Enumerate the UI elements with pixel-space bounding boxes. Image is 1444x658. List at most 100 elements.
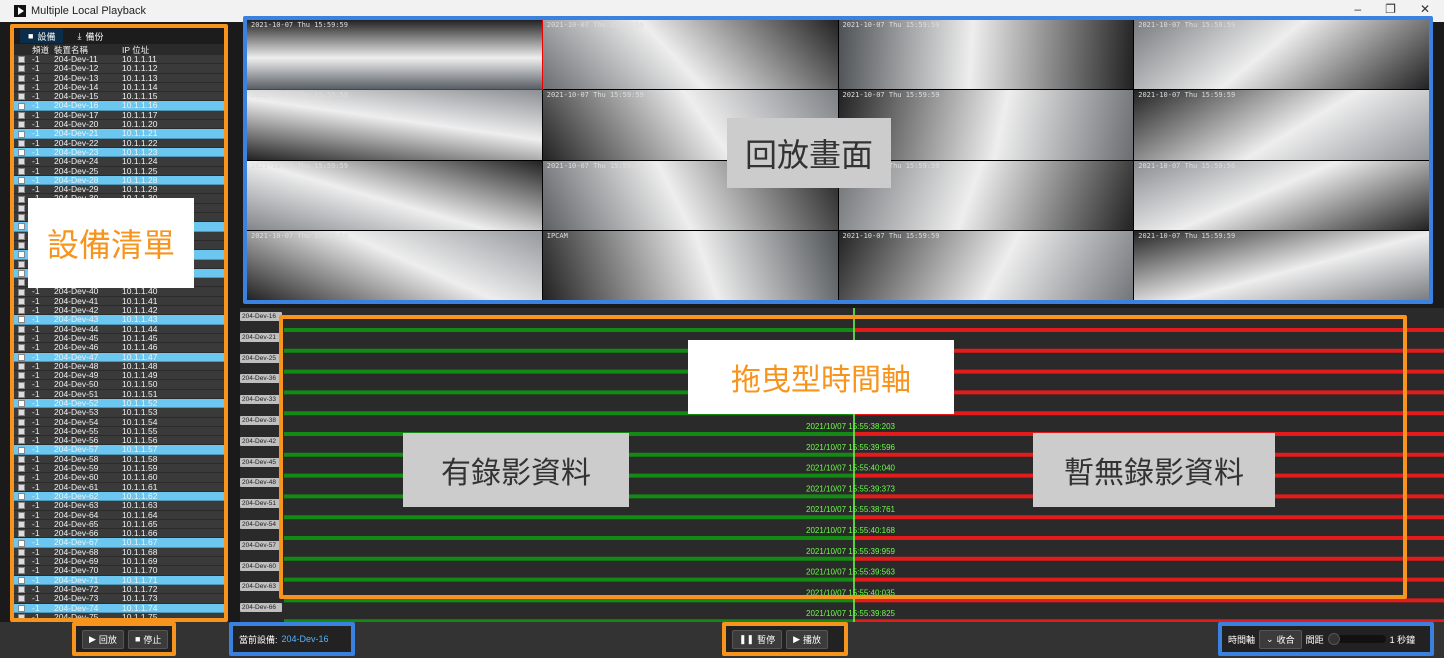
device-checkbox[interactable]: [18, 158, 25, 166]
device-row[interactable]: -1 204-Dev-66 10.1.1.66: [14, 528, 224, 539]
device-row[interactable]: -1 204-Dev-15 10.1.1.15: [14, 91, 224, 102]
device-row[interactable]: -1 204-Dev-56 10.1.1.56: [14, 435, 224, 446]
playback-video-area[interactable]: 2021-10-07 Thu 15:59:59 2021-10-07 Thu 15…: [243, 16, 1433, 304]
device-row[interactable]: -1 204-Dev-23 10.1.1.23: [14, 147, 224, 158]
device-checkbox[interactable]: [18, 167, 25, 175]
device-checkbox[interactable]: [18, 539, 25, 547]
device-row[interactable]: -1 204-Dev-71 10.1.1.71: [14, 575, 224, 585]
device-checkbox[interactable]: [18, 530, 25, 538]
device-checkbox[interactable]: [18, 428, 25, 436]
pause-button[interactable]: ❚❚ 暫停: [732, 629, 783, 649]
stop-button[interactable]: ■ 停止: [127, 629, 169, 649]
video-cell[interactable]: 2021-10-07 Thu 15:59:59: [247, 20, 543, 91]
device-row[interactable]: -1 204-Dev-54 10.1.1.54: [14, 417, 224, 427]
device-checkbox[interactable]: [18, 186, 25, 194]
device-row[interactable]: -1 204-Dev-64 10.1.1.64: [14, 510, 224, 520]
device-row[interactable]: -1 204-Dev-14 10.1.1.14: [14, 82, 224, 93]
timeline-device-tag[interactable]: 204-Dev-42: [240, 436, 282, 446]
maximize-button[interactable]: ❐: [1385, 2, 1396, 16]
device-checkbox[interactable]: [18, 335, 25, 343]
video-cell[interactable]: 2021-10-07 Thu 15:59:56: [1134, 160, 1429, 230]
device-row[interactable]: -1 204-Dev-74 10.1.1.74: [14, 603, 224, 613]
device-checkbox[interactable]: [18, 195, 25, 203]
video-cell[interactable]: IPCAM: [542, 230, 838, 300]
video-cell[interactable]: 2021-10-07 Thu 15:59:59: [542, 20, 838, 90]
device-row[interactable]: -1 204-Dev-68 10.1.1.68: [14, 547, 224, 558]
device-checkbox[interactable]: [18, 204, 25, 212]
device-row[interactable]: -1 204-Dev-50 10.1.1.50: [14, 380, 224, 390]
device-checkbox[interactable]: [18, 558, 25, 566]
device-checkbox[interactable]: [18, 56, 25, 64]
device-checkbox[interactable]: [18, 130, 25, 138]
device-checkbox[interactable]: [18, 242, 25, 250]
device-row[interactable]: -1 204-Dev-63 10.1.1.63: [14, 500, 224, 511]
device-checkbox[interactable]: [18, 269, 25, 277]
device-checkbox[interactable]: [18, 418, 25, 426]
device-checkbox[interactable]: [18, 177, 25, 184]
device-row[interactable]: -1 204-Dev-41 10.1.1.41: [14, 296, 224, 307]
device-row[interactable]: -1 204-Dev-42 10.1.1.42: [14, 305, 224, 316]
device-checkbox[interactable]: [18, 111, 25, 119]
device-checkbox[interactable]: [18, 604, 25, 612]
minimize-button[interactable]: –: [1354, 2, 1362, 16]
timeline-device-tag[interactable]: 204-Dev-54: [240, 520, 282, 529]
device-row[interactable]: -1 204-Dev-61 10.1.1.61: [14, 482, 224, 492]
video-cell[interactable]: 2021-10-07 Thu 15:59:59: [838, 20, 1134, 90]
video-cell[interactable]: 2021-10-07 Thu 15:59:59: [1134, 230, 1429, 300]
device-checkbox[interactable]: [18, 279, 25, 287]
device-checkbox[interactable]: [18, 149, 25, 157]
tab-devices[interactable]: ■ 設備: [20, 29, 64, 43]
device-row[interactable]: -1 204-Dev-13 10.1.1.13: [14, 73, 224, 83]
device-row[interactable]: -1 204-Dev-69 10.1.1.69: [14, 556, 224, 567]
device-checkbox[interactable]: [18, 325, 25, 333]
device-checkbox[interactable]: [18, 93, 25, 101]
device-checkbox[interactable]: [18, 84, 25, 92]
device-row[interactable]: -1 204-Dev-17 10.1.1.17: [14, 110, 224, 121]
timeline-device-tag[interactable]: 204-Dev-36: [240, 374, 282, 384]
video-cell[interactable]: 2021-10-07 Thu 15:59:59: [247, 230, 542, 300]
device-checkbox[interactable]: [18, 567, 25, 575]
device-row[interactable]: -1 204-Dev-43 10.1.1.43: [14, 315, 224, 325]
device-checkbox[interactable]: [18, 502, 25, 510]
device-row[interactable]: -1 204-Dev-62 10.1.1.62: [14, 491, 224, 502]
device-row[interactable]: -1 204-Dev-52 10.1.1.52: [14, 398, 224, 409]
device-checkbox[interactable]: [18, 595, 25, 603]
device-row[interactable]: -1 204-Dev-47 10.1.1.47: [14, 352, 224, 362]
playback-button[interactable]: ▶ 回放: [82, 629, 124, 649]
device-row[interactable]: -1 204-Dev-59 10.1.1.59: [14, 463, 224, 474]
timeline-device-tag[interactable]: 204-Dev-21: [240, 332, 282, 342]
device-checkbox[interactable]: [18, 297, 25, 305]
device-row[interactable]: -1 204-Dev-58 10.1.1.58: [14, 454, 224, 465]
device-row[interactable]: -1 204-Dev-16 10.1.1.16: [14, 101, 224, 111]
play-button[interactable]: ▶ 播放: [786, 629, 829, 649]
device-checkbox[interactable]: [18, 307, 25, 315]
timeline-device-tag[interactable]: 204-Dev-66: [240, 603, 282, 613]
collapse-button[interactable]: ⌄ 收合: [1259, 629, 1302, 649]
device-row[interactable]: -1 204-Dev-22 10.1.1.22: [14, 138, 224, 148]
timeline-device-tag[interactable]: 204-Dev-25: [240, 353, 282, 363]
device-row[interactable]: -1 204-Dev-29 10.1.1.29: [14, 184, 224, 195]
device-row[interactable]: -1 204-Dev-53 10.1.1.53: [14, 407, 224, 418]
timeline-device-tag[interactable]: 204-Dev-33: [240, 395, 282, 405]
device-row[interactable]: -1 204-Dev-75 10.1.1.75: [14, 612, 224, 618]
timeline-device-tag[interactable]: 204-Dev-38: [240, 416, 282, 425]
device-checkbox[interactable]: [18, 390, 25, 398]
drag-timeline[interactable]: 2021/10/07 15:55:37:6152021/10/07 15:55:…: [240, 308, 1444, 622]
device-checkbox[interactable]: [18, 465, 25, 473]
device-checkbox[interactable]: [18, 576, 25, 584]
device-checkbox[interactable]: [18, 446, 25, 454]
device-row[interactable]: -1 204-Dev-55 10.1.1.55: [14, 426, 224, 437]
timeline-device-tag[interactable]: 204-Dev-57: [240, 540, 282, 550]
video-cell[interactable]: 2021-10-07 Thu 15:59:59: [1134, 20, 1429, 90]
device-checkbox[interactable]: [18, 400, 25, 408]
device-checkbox[interactable]: [18, 362, 25, 370]
device-row[interactable]: -1 204-Dev-72 10.1.1.72: [14, 584, 224, 595]
device-checkbox[interactable]: [18, 520, 25, 528]
device-checkbox[interactable]: [18, 409, 25, 417]
slider-knob[interactable]: [1327, 633, 1340, 645]
device-row[interactable]: -1 204-Dev-11 10.1.1.11: [14, 54, 224, 65]
device-row[interactable]: -1 204-Dev-60 10.1.1.60: [14, 473, 224, 483]
device-checkbox[interactable]: [18, 102, 25, 110]
device-row[interactable]: -1 204-Dev-21 10.1.1.21: [14, 129, 224, 139]
device-checkbox[interactable]: [18, 474, 25, 482]
